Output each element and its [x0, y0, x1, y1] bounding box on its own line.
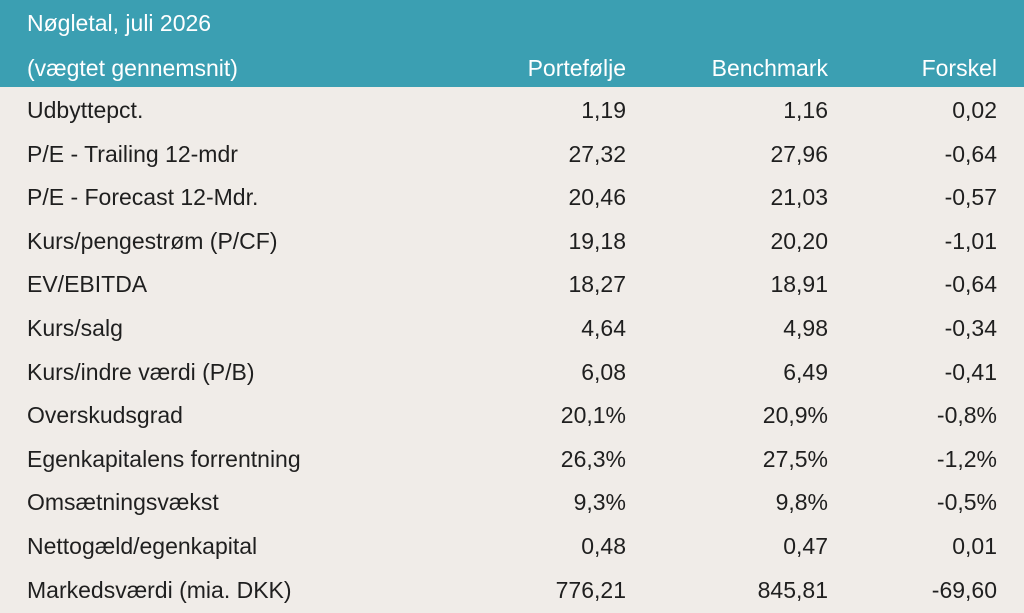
benchmark-value: 4,98 — [783, 314, 828, 341]
difference-value: -0,5% — [936, 489, 997, 516]
table-row: Overskudsgrad 20,1% 20,9% -0,8% — [0, 392, 1024, 436]
difference-value: -0,8% — [936, 402, 997, 429]
portfolio-value: 1,19 — [581, 97, 626, 123]
row-label: Nettogæld/egenkapital — [27, 532, 258, 559]
difference-value: -1,01 — [944, 227, 997, 254]
portfolio-value: 4,64 — [581, 314, 626, 341]
benchmark-value: 6,49 — [783, 358, 828, 385]
table-row: Udbyttepct. 1,19 1,16 0,02 — [0, 87, 1024, 131]
column-header-benchmark: Benchmark — [711, 55, 828, 81]
benchmark-value: 0,47 — [783, 532, 828, 559]
column-header-difference: Forskel — [921, 55, 997, 81]
benchmark-value: 27,96 — [770, 140, 828, 167]
portfolio-value: 9,3% — [573, 489, 626, 516]
difference-value: -69,60 — [931, 576, 997, 603]
portfolio-value: 26,3% — [560, 445, 626, 472]
benchmark-value: 21,03 — [770, 184, 828, 211]
table-row: Kurs/pengestrøm (P/CF) 19,18 20,20 -1,01 — [0, 218, 1024, 262]
column-header-portfolio: Portefølje — [527, 55, 626, 81]
portfolio-value: 18,27 — [568, 271, 626, 298]
benchmark-value: 27,5% — [762, 445, 828, 472]
benchmark-value: 9,8% — [775, 489, 828, 516]
table-subtitle: (vægtet gennemsnit) — [27, 55, 238, 81]
benchmark-value: 18,91 — [770, 271, 828, 298]
table-body: Udbyttepct. 1,19 1,16 0,02 P/E - Trailin… — [0, 87, 1024, 610]
difference-value: 0,01 — [952, 532, 997, 559]
portfolio-value: 27,32 — [568, 140, 626, 167]
portfolio-value: 6,08 — [581, 358, 626, 385]
portfolio-value: 20,46 — [568, 184, 626, 211]
portfolio-value: 20,1% — [560, 402, 626, 429]
difference-value: -0,34 — [944, 314, 997, 341]
portfolio-value: 0,48 — [581, 532, 626, 559]
difference-value: -0,41 — [944, 358, 997, 385]
difference-value: -0,64 — [944, 140, 997, 167]
row-label: Kurs/salg — [27, 314, 123, 341]
table-row: P/E - Forecast 12-Mdr. 20,46 21,03 -0,57 — [0, 174, 1024, 218]
difference-value: -0,64 — [944, 271, 997, 298]
difference-value: -1,2% — [936, 445, 997, 472]
row-label: P/E - Trailing 12-mdr — [27, 140, 238, 167]
benchmark-value: 20,20 — [770, 227, 828, 254]
row-label: Egenkapitalens forrentning — [27, 445, 301, 472]
table-row: EV/EBITDA 18,27 18,91 -0,64 — [0, 261, 1024, 305]
row-label: P/E - Forecast 12-Mdr. — [27, 184, 259, 211]
portfolio-value: 776,21 — [555, 576, 626, 603]
table-row: P/E - Trailing 12-mdr 27,32 27,96 -0,64 — [0, 131, 1024, 175]
row-label: Overskudsgrad — [27, 402, 183, 429]
table-row: Nettogæld/egenkapital 0,48 0,47 0,01 — [0, 523, 1024, 567]
table-row: Kurs/salg 4,64 4,98 -0,34 — [0, 305, 1024, 349]
difference-value: -0,57 — [944, 184, 997, 211]
benchmark-value: 1,16 — [783, 97, 828, 123]
benchmark-value: 845,81 — [757, 576, 828, 603]
table-row: Omsætningsvækst 9,3% 9,8% -0,5% — [0, 479, 1024, 523]
table-title: Nøgletal, juli 2026 — [27, 10, 212, 36]
row-label: Udbyttepct. — [27, 97, 144, 123]
portfolio-value: 19,18 — [568, 227, 626, 254]
row-label: Kurs/indre værdi (P/B) — [27, 358, 255, 385]
table-row: Egenkapitalens forrentning 26,3% 27,5% -… — [0, 436, 1024, 480]
row-label: EV/EBITDA — [27, 271, 148, 298]
difference-value: 0,02 — [952, 97, 997, 123]
row-label: Markedsværdi (mia. DKK) — [27, 576, 292, 603]
row-label: Kurs/pengestrøm (P/CF) — [27, 227, 278, 254]
table-row: Kurs/indre værdi (P/B) 6,08 6,49 -0,41 — [0, 349, 1024, 393]
benchmark-value: 20,9% — [762, 402, 828, 429]
table-header: Nøgletal, juli 2026 (vægtet gennemsnit) … — [0, 0, 1024, 87]
header-row: (vægtet gennemsnit) Portefølje Benchmark… — [0, 53, 1024, 83]
table-row: Markedsværdi (mia. DKK) 776,21 845,81 -6… — [0, 567, 1024, 611]
row-label: Omsætningsvækst — [27, 489, 219, 516]
